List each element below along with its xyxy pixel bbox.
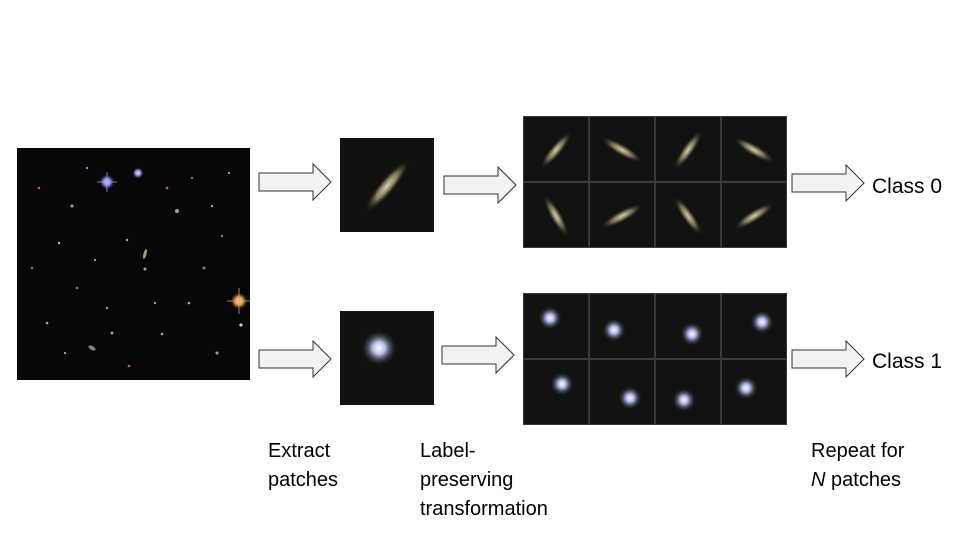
augmented-tile: [589, 359, 655, 425]
class-1-label: Class 1: [872, 350, 943, 373]
augmented-tile: [655, 116, 721, 182]
caption-label-preserving-transformation: Label- preserving transformation: [420, 437, 548, 524]
caption-line: Label-: [420, 440, 476, 462]
patch-round-galaxy: [340, 311, 434, 405]
patch-elliptical-galaxy: [340, 138, 434, 232]
caption-repeat-n-patches: Repeat for N patches: [811, 437, 904, 495]
augmented-tile: [589, 116, 655, 182]
caption-line: preserving: [420, 469, 514, 491]
arrow-class0: [791, 164, 865, 202]
arrow-transform-row2: [441, 336, 515, 374]
sky-survey-image: [17, 148, 250, 380]
n-variable: N: [811, 469, 826, 491]
round-galaxy-icon: [340, 311, 434, 405]
arrow-class1: [791, 340, 865, 378]
augmented-tile: [655, 359, 721, 425]
augmented-grid-class1: [523, 293, 789, 426]
augmented-tile: [721, 116, 787, 182]
caption-extract-patches: Extract patches: [268, 437, 338, 495]
augmented-tile: [721, 293, 787, 359]
arrow-extract-row2: [258, 340, 332, 378]
augmented-tile: [721, 182, 787, 248]
augmented-tile: [589, 182, 655, 248]
elliptical-galaxy-icon: [340, 138, 434, 232]
augmented-tile: [523, 293, 589, 359]
caption-line: Extract: [268, 440, 331, 462]
arrow-extract-row1: [258, 163, 332, 201]
augmented-tile: [655, 293, 721, 359]
augmented-tile: [589, 293, 655, 359]
augmented-tile: [523, 182, 589, 248]
caption-suffix: patches: [825, 469, 902, 491]
augmented-tile: [523, 359, 589, 425]
arrow-transform-row1: [443, 166, 517, 204]
sky-field-stars: [17, 148, 250, 380]
caption-line: patches: [268, 469, 339, 491]
augmented-grid-class0: [523, 116, 788, 248]
caption-line: N patches: [811, 466, 904, 495]
augmented-tile: [523, 116, 589, 182]
class-0-label: Class 0: [872, 175, 943, 198]
augmented-tile: [721, 359, 787, 425]
augmented-tile: [655, 182, 721, 248]
caption-line: Repeat for: [811, 440, 905, 462]
caption-line: transformation: [420, 498, 548, 520]
